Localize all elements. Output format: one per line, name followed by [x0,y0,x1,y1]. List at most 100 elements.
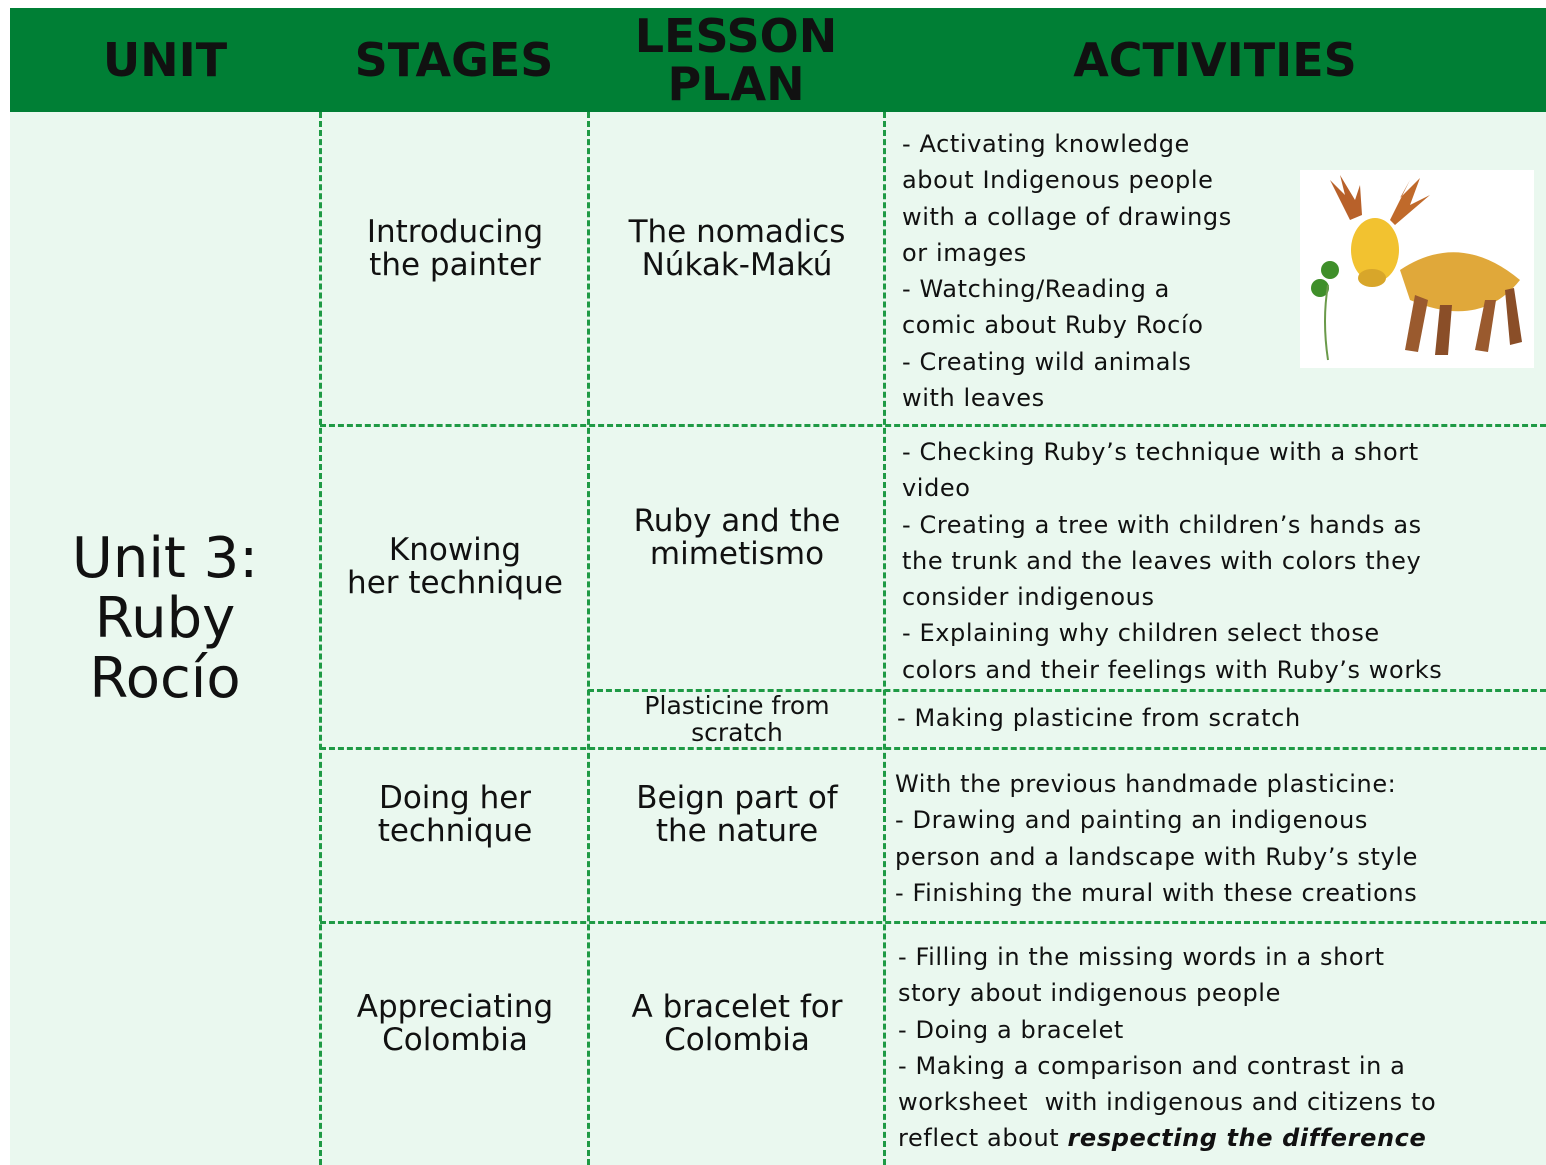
stage-line: the painter [369,246,541,283]
lesson-title: A bracelet for Colombia [590,922,884,1125]
lesson-title: Beign part of the nature [590,748,884,882]
activity-text: or images [902,238,1027,267]
activity-line: with a collage of drawings [902,199,1232,235]
stage: Introducing the painter [322,112,588,385]
activity-line: reflect about respecting the difference [898,1120,1436,1156]
header-lesson-plan-line: PLAN [667,57,805,111]
activity-line: with leaves [902,380,1232,416]
activity-line: - Making plasticine from scratch [897,700,1301,736]
unit-title: Unit 3: Ruby Rocío [10,112,320,1165]
header-lesson-plan: LESSON PLAN [588,8,884,112]
lesson-title-line: mimetismo [649,535,825,572]
activity-text: - Watching/Reading a [902,275,1170,304]
header-stages: STAGES [320,8,588,112]
activity-text: consider indigenous [902,583,1155,612]
activity-text: person and a landscape with Ruby’s style [895,842,1418,871]
activity-emphasis: respecting the difference [1067,1124,1427,1153]
stage-line: Appreciating [356,988,554,1025]
lesson-title: Plasticine from scratch [590,690,884,748]
activity-line: the trunk and the leaves with colors the… [902,543,1442,579]
lesson-title-line: A bracelet for [631,988,843,1025]
activities: - Filling in the missing words in a shor… [898,939,1436,1157]
activity-text: - Finishing the mural with these creatio… [895,878,1418,907]
activity-line: about Indigenous people [902,162,1232,198]
leaf-deer-image [1300,170,1534,368]
activity-text: - Explaining why children select those [902,619,1380,648]
activity-text: - Making a comparison and contrast in a [898,1051,1406,1080]
activity-text: the trunk and the leaves with colors the… [902,546,1422,575]
activities: - Making plasticine from scratch [897,700,1301,736]
header-unit: UNIT [10,8,320,112]
lesson-title-line: the nature [655,813,819,849]
stage: Doing her technique [322,748,588,882]
activity-line: With the previous handmade plasticine: [895,766,1418,802]
activity-line: - Checking Ruby’s technique with a short [902,434,1442,470]
divider [883,112,886,1165]
divider [319,112,322,1165]
divider [587,112,590,1165]
activity-text: about Indigenous people [902,166,1214,195]
activity-line: - Activating knowledge [902,126,1232,162]
activities: - Checking Ruby’s technique with a short… [902,434,1442,688]
activities: With the previous handmade plasticine: - … [895,766,1418,911]
activity-text: - Creating a tree with children’s hands … [902,510,1422,539]
activity-text: - Drawing and painting an indigenous [895,806,1369,835]
stage-line: Knowing [388,531,522,568]
lesson-title-line: Plasticine from [644,691,830,720]
divider [588,689,1546,692]
lesson-title-line: Beign part of [636,780,838,816]
stage-line: her technique [347,564,563,601]
divider [320,921,1546,924]
header-activities-line: ACTIVITIES [1073,33,1357,87]
activity-text: With the previous handmade plasticine: [895,770,1397,798]
stage-line: Colombia [382,1021,528,1058]
activity-text: story about indigenous people [898,979,1281,1008]
lesson-title-line: Colombia [664,1021,810,1058]
unit-title-line: Rocío [89,645,241,711]
activity-line: - Making a comparison and contrast in a [898,1048,1436,1084]
stage-line: technique [377,813,533,849]
activity-text: with leaves [902,384,1045,413]
activity-text: - Checking Ruby’s technique with a short [902,438,1419,466]
lesson-title-line: Ruby and the [633,502,841,539]
lesson-title: Ruby and the mimetismo [590,425,884,650]
header-unit-line: UNIT [102,33,228,87]
lesson-title-line: scratch [691,718,783,747]
activity-text: colors and their feelings with Ruby’s wo… [902,655,1443,684]
activity-line: - Explaining why children select those [902,615,1442,651]
activity-text: with a collage of drawings [902,202,1232,231]
activity-text: comic about Ruby Rocío [902,311,1204,340]
activity-text: - Making plasticine from scratch [897,704,1301,732]
divider [320,424,1546,427]
activity-line: comic about Ruby Rocío [902,307,1232,343]
activity-line: - Drawing and painting an indigenous [895,802,1418,838]
divider [320,747,1546,750]
stage-line: Doing her [378,780,532,816]
table-body [10,112,1546,1165]
activity-text: - Filling in the missing words in a shor… [898,943,1385,971]
activity-line: story about indigenous people [898,975,1436,1011]
activity-text: worksheet with indigenous and citizens t… [898,1088,1437,1117]
stage: Knowing her technique [322,425,588,708]
activity-line: person and a landscape with Ruby’s style [895,839,1418,875]
lesson-title-line: The nomadics [628,213,846,250]
stage-line: Introducing [366,213,544,250]
activity-line: or images [902,235,1232,271]
activity-line: - Creating wild animals [902,344,1232,380]
lesson-title: The nomadics Núkak-Makú [590,112,884,385]
activity-line: consider indigenous [902,579,1442,615]
unit-title-line: Unit 3: [71,525,259,591]
leaf-deer [1311,175,1522,361]
activity-line: worksheet with indigenous and citizens t… [898,1084,1436,1120]
activity-line: - Creating a tree with children’s hands … [902,507,1442,543]
activity-text: - Doing a bracelet [898,1015,1124,1044]
header-lesson-plan-line: LESSON [634,9,838,63]
activity-line: - Watching/Reading a [902,271,1232,307]
activities: - Activating knowledge about Indigenous p… [902,126,1232,416]
activity-text: - Creating wild animals [902,347,1192,376]
activity-line: colors and their feelings with Ruby’s wo… [902,652,1442,688]
activity-text: video [902,474,971,503]
unit-title-line: Ruby [94,585,236,651]
activity-line: - Filling in the missing words in a shor… [898,939,1436,975]
lesson-title-line: Núkak-Makú [641,246,833,283]
